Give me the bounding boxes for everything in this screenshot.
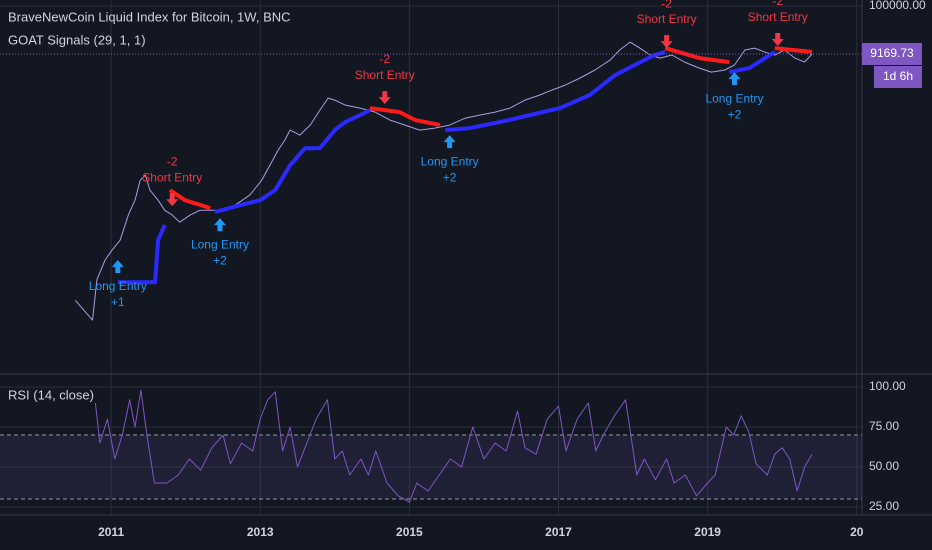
series-line [117,50,776,285]
signal-count: +2 [443,170,457,184]
last-price-box [862,42,922,65]
x-tick-label: 2017 [545,525,572,539]
x-tick-label: 2013 [247,525,274,539]
signal-arrow [728,72,741,86]
y-tick-label: 50.00 [869,459,899,473]
x-tick-label: 2019 [694,525,721,539]
signal-label: Short Entry [748,10,808,24]
signal-count: -2 [661,0,672,10]
series-line [74,41,813,321]
signal-label: Long Entry [191,237,249,251]
x-tick-label: 2015 [396,525,423,539]
signal-arrow [660,35,673,49]
indicator-title: GOAT Signals (29, 1, 1) [8,32,146,47]
signal-label: Short Entry [637,12,697,26]
signal-count: -2 [379,52,390,66]
signal-label: Short Entry [355,68,415,82]
x-tick-label: 20 [850,525,864,539]
countdown-label: 1d 6h [883,69,913,83]
chart-title: BraveNewCoin Liquid Index for Bitcoin, 1… [8,9,291,24]
signal-arrow [378,91,391,105]
y-tick-label: 75.00 [869,419,899,433]
series-line [168,46,813,211]
signal-label: Long Entry [89,279,147,293]
signal-arrow [771,33,784,47]
rsi-title: RSI (14, close) [8,387,94,402]
signal-label: Long Entry [421,154,479,168]
signal-count: +2 [213,253,227,267]
rsi-band [0,435,862,499]
countdown-box [874,65,922,88]
signal-arrow [213,218,226,232]
y-tick-label: 100000.00 [869,0,926,12]
signal-count: -2 [167,154,178,168]
signal-arrow [443,135,456,149]
signal-count: +2 [728,107,742,121]
signal-arrow [111,260,124,274]
signal-arrow [166,193,179,207]
last-price-label: 9169.73 [870,46,914,60]
signal-label: Long Entry [705,91,763,105]
signal-count: +1 [111,295,125,309]
signal-count: -2 [772,0,783,8]
y-tick-label: 25.00 [869,499,899,513]
signal-label: Short Entry [142,170,202,184]
series-line [94,389,813,503]
y-tick-label: 100.00 [869,379,906,393]
x-tick-label: 2011 [98,525,124,539]
